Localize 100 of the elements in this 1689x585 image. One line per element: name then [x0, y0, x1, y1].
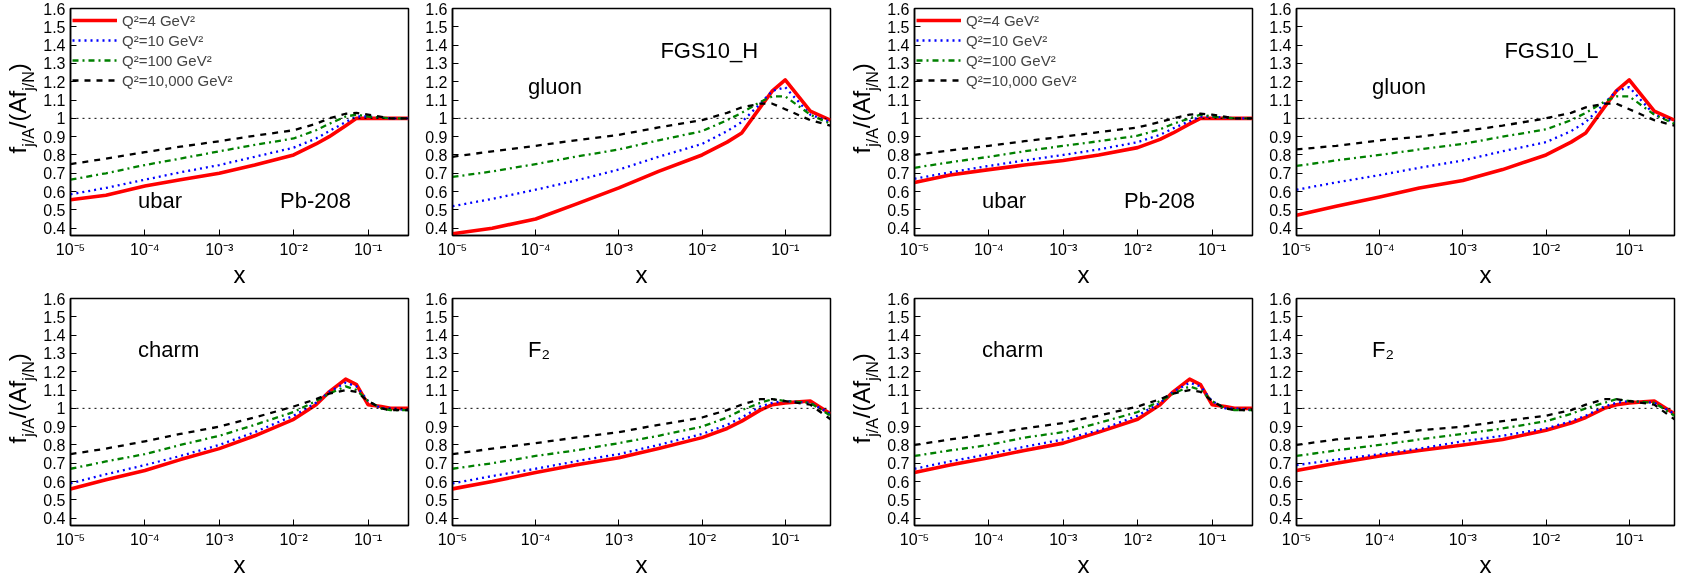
y-tick-label: 1.1	[1269, 382, 1292, 400]
y-tick-label: 0.9	[425, 418, 448, 436]
y-tick-label: 0.7	[425, 455, 448, 473]
y-axis-title: fj/A/(Afj/N)	[3, 353, 37, 444]
y-tick-label: 1.2	[425, 363, 448, 381]
y-tick-label: 1.3	[1269, 345, 1292, 363]
y-tick-label: 0.8	[887, 436, 910, 454]
x-tick-label: 10⁻³	[1448, 530, 1478, 548]
y-tick-label: 0.5	[43, 201, 66, 219]
y-tick-label: 1.5	[887, 18, 910, 36]
y-tick-label: 0.9	[887, 418, 910, 436]
y-tick-label: 1.4	[425, 37, 448, 55]
y-tick-label: 0.5	[425, 491, 448, 509]
y-tick-label: 1	[900, 400, 910, 418]
y-axis-title: fj/A/(Afj/N)	[3, 63, 37, 154]
x-axis-title: x	[1077, 260, 1090, 288]
y-tick-label: 1.1	[43, 92, 66, 110]
y-tick-label: 1.5	[887, 308, 910, 326]
x-tick-label: 10⁻³	[205, 240, 234, 258]
legend-label: Q²=10 GeV²	[122, 31, 204, 49]
x-tick-label: 10⁻¹	[771, 240, 800, 258]
x-tick-label: 10⁻⁵	[1281, 240, 1312, 258]
x-tick-label: 10⁻¹	[353, 530, 383, 548]
y-tick-label: 1.3	[1269, 55, 1292, 73]
y-tick-label: 1.3	[425, 345, 448, 363]
y-tick-label: 0.4	[43, 510, 66, 528]
x-tick-label: 10⁻⁵	[437, 240, 468, 258]
y-tick-label: 1.6	[425, 290, 448, 308]
x-tick-label: 10⁻¹	[1197, 530, 1227, 548]
y-tick-label: 1.5	[1269, 308, 1292, 326]
legend-label: Q²=10 GeV²	[966, 31, 1048, 49]
y-tick-label: 1.1	[887, 382, 910, 400]
y-tick-label: 0.5	[1269, 201, 1292, 219]
x-axis-title: x	[1479, 550, 1492, 578]
y-tick-label: 0.7	[43, 455, 66, 473]
y-tick-label: 1.2	[887, 363, 910, 381]
x-tick-label: 10⁻⁴	[130, 240, 160, 258]
y-tick-label: 0.7	[43, 165, 66, 183]
x-tick-label: 10⁻²	[687, 530, 717, 548]
x-tick-label: 10⁻⁵	[55, 240, 86, 258]
y-tick-label: 0.5	[1269, 491, 1292, 509]
x-tick-label: 10⁻³	[604, 240, 634, 258]
y-tick-label: 1.4	[43, 37, 66, 55]
y-tick-label: 0.9	[1269, 418, 1292, 436]
y-tick-label: 1.5	[1269, 18, 1292, 36]
x-tick-label: 10⁻⁴	[974, 530, 1004, 548]
y-tick-label: 0.8	[425, 146, 448, 164]
annotation: gluon	[1372, 74, 1426, 100]
y-tick-label: 0.7	[887, 165, 910, 183]
y-tick-label: 1.6	[43, 290, 66, 308]
x-tick-label: 10⁻²	[687, 240, 717, 258]
y-tick-label: 0.4	[1269, 510, 1292, 528]
y-tick-label: 0.4	[43, 220, 66, 238]
y-tick-label: 1.6	[887, 0, 910, 18]
x-tick-label: 10⁻⁴	[974, 240, 1004, 258]
legend-label: Q²=4 GeV²	[966, 11, 1039, 29]
x-tick-label: 10⁻²	[1123, 240, 1153, 258]
legend-label: Q²=4 GeV²	[122, 11, 195, 29]
y-tick-label: 0.5	[425, 201, 448, 219]
y-tick-label: 0.6	[1269, 183, 1292, 201]
y-tick-label: 1.4	[1269, 37, 1292, 55]
x-tick-label: 10⁻⁴	[1364, 530, 1395, 548]
y-tick-label: 1.6	[1269, 290, 1292, 308]
y-tick-label: 1	[1282, 110, 1292, 128]
x-tick-label: 10⁻⁴	[520, 530, 551, 548]
x-axis-title: x	[233, 260, 246, 288]
y-tick-label: 0.9	[425, 128, 448, 146]
y-tick-label: 0.7	[887, 455, 910, 473]
y-tick-label: 1.5	[43, 308, 66, 326]
y-tick-label: 1.2	[43, 73, 66, 91]
x-tick-label: 10⁻⁴	[520, 240, 551, 258]
x-tick-label: 10⁻³	[205, 530, 234, 548]
x-tick-label: 10⁻²	[1531, 530, 1561, 548]
x-tick-label: 10⁻²	[279, 530, 309, 548]
y-tick-label: 1.3	[887, 55, 910, 73]
y-tick-label: 0.7	[1269, 165, 1292, 183]
y-tick-label: 1.5	[425, 18, 448, 36]
y-tick-label: 1.5	[425, 308, 448, 326]
x-tick-label: 10⁻¹	[771, 530, 800, 548]
annotation: ubar	[982, 187, 1027, 213]
x-tick-label: 10⁻¹	[1197, 240, 1227, 258]
y-tick-label: 1.3	[43, 345, 66, 363]
y-tick-label: 0.8	[1269, 436, 1292, 454]
legend-label: Q²=10,000 GeV²	[966, 71, 1077, 89]
annotation: FGS10_L	[1504, 37, 1599, 63]
annotation: FGS10_H	[660, 37, 759, 63]
x-tick-label: 10⁻⁵	[1281, 530, 1312, 548]
y-tick-label: 1.4	[425, 327, 448, 345]
annotation: F₂	[1372, 337, 1395, 363]
x-tick-label: 10⁻³	[1448, 240, 1478, 258]
annotation: ubar	[138, 187, 183, 213]
x-axis-title: x	[1479, 260, 1492, 288]
y-tick-label: 0.5	[43, 491, 66, 509]
x-tick-label: 10⁻²	[1123, 530, 1153, 548]
x-tick-label: 10⁻³	[604, 530, 634, 548]
y-tick-label: 0.6	[425, 473, 448, 491]
x-tick-label: 10⁻⁵	[899, 240, 930, 258]
x-tick-label: 10⁻²	[279, 240, 309, 258]
y-tick-label: 1.3	[887, 345, 910, 363]
y-tick-label: 1.2	[425, 73, 448, 91]
